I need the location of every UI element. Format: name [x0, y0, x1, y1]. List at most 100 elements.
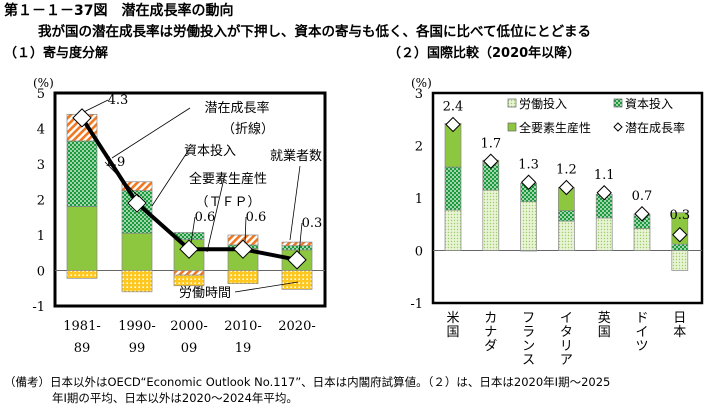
bar-capital	[671, 243, 689, 251]
x-tick-label-char: ア	[560, 353, 573, 368]
data-label: 4.3	[108, 93, 129, 108]
bar-capital	[66, 140, 98, 207]
potential-growth-marker	[127, 193, 147, 213]
annotation-arrow	[151, 147, 191, 207]
x-tick-label-char: ス	[522, 353, 535, 368]
legend-swatch	[613, 98, 623, 108]
bar-tfp	[121, 232, 153, 271]
potential-growth-marker	[672, 227, 688, 243]
x-tick-label: 99	[129, 341, 146, 356]
data-label: 1.1	[594, 168, 615, 183]
figure-subtitle: 我が国の潜在成長率は労働投入が下押し、資本の寄与も低く、各国に比べて低位にとどま…	[38, 24, 591, 40]
bar-labor	[633, 228, 651, 251]
annotation-label: 資本投入	[184, 143, 236, 159]
y-tick-label: 1	[37, 229, 45, 244]
x-tick-label-char: ナ	[484, 325, 497, 340]
label-leader	[244, 216, 247, 244]
bar-hours	[121, 270, 153, 293]
potential-growth-marker	[483, 153, 499, 169]
bar-labor	[595, 217, 613, 251]
bar-hours	[173, 274, 205, 287]
annotation-label: 労働時間	[179, 286, 231, 301]
potential-growth-marker	[520, 174, 537, 190]
data-label: 0.3	[669, 208, 690, 223]
annotation-label: 潜在成長率	[204, 100, 269, 116]
y-tick-label: -1	[410, 297, 423, 312]
x-tick-label-char: 国	[446, 325, 459, 340]
label-leader	[190, 216, 196, 244]
label-leader	[83, 99, 109, 113]
x-tick-label: 1990-	[118, 319, 155, 334]
data-label: 1.2	[556, 163, 577, 178]
bar-labor	[444, 209, 462, 251]
figure-title: 第１－１－37図 潜在成長率の動向	[4, 3, 234, 19]
potential-growth-marker	[445, 116, 461, 133]
annotation-arrow	[289, 165, 301, 241]
x-tick-label-char: イ	[635, 325, 648, 340]
y-tick-label: -1	[32, 300, 45, 315]
annotation-arrow	[234, 281, 299, 293]
data-label: 1.3	[518, 157, 539, 172]
data-label: 0.6	[195, 210, 216, 225]
x-tick-label: 1981-	[63, 319, 100, 334]
label-leader	[298, 222, 303, 254]
legend-label: 資本投入	[625, 96, 673, 111]
potential-growth-marker	[72, 108, 92, 128]
y-axis-unit: (%)	[33, 76, 54, 90]
potential-growth-marker	[596, 185, 612, 201]
y-tick-label: 5	[37, 87, 45, 102]
note-line-2: 年Ⅰ期の平均、日本以外は2020～2024年平均。	[52, 391, 298, 405]
bar-tfp	[520, 250, 537, 252]
bar-capital	[281, 245, 313, 251]
x-tick-label-char: カ	[484, 311, 497, 326]
x-tick-label-char: 本	[673, 325, 686, 340]
y-tick-label: 2	[415, 140, 423, 155]
x-tick-label-char: リ	[560, 339, 573, 354]
x-tick-label: 2010-	[224, 319, 261, 334]
legend-diamond-icon	[613, 122, 623, 132]
x-tick-label: 89	[74, 341, 91, 356]
bar-capital	[444, 166, 462, 211]
x-tick-label-char: 英	[598, 311, 611, 326]
panel2-title: （２）国際比較（2020年以降）	[388, 46, 581, 61]
x-tick-label-char: ダ	[484, 339, 497, 354]
bar-employees	[121, 181, 153, 191]
annotation-label: 全要素生産性	[189, 171, 267, 187]
data-label: 0.6	[246, 210, 267, 225]
legend-label: 全要素生産性	[519, 120, 591, 135]
legend-swatch	[507, 122, 517, 132]
data-label: 1.7	[480, 136, 501, 151]
bar-labor	[520, 201, 537, 251]
x-tick-label: 2020-	[278, 319, 315, 334]
legend-swatch	[507, 98, 517, 108]
x-tick-label-char: ド	[635, 311, 648, 326]
bar-hours	[66, 270, 98, 279]
data-label: 0.7	[632, 189, 653, 204]
potential-growth-marker	[287, 250, 307, 270]
legend-label: 潜在成長率	[625, 120, 685, 135]
annotation-arrow	[111, 107, 191, 159]
x-tick-label-char: 国	[598, 325, 611, 340]
bar-hours	[281, 270, 313, 290]
potential-growth-marker	[634, 206, 650, 222]
bar-labor	[482, 189, 500, 251]
potential-growth-marker	[558, 179, 575, 196]
x-tick-label: 19	[235, 341, 252, 356]
annotation-label: （折線）	[222, 121, 274, 137]
y-tick-label: 3	[415, 87, 423, 102]
data-label: 2.4	[443, 100, 464, 115]
bar-tfp	[66, 206, 98, 271]
y-tick-label: 2	[37, 194, 45, 209]
y-tick-label: 3	[37, 158, 45, 173]
data-label: 0.3	[302, 216, 323, 231]
potential-growth-marker	[179, 239, 199, 259]
x-tick-label-char: フ	[522, 311, 535, 326]
label-leader	[104, 161, 140, 198]
annotation-arrow	[206, 173, 226, 253]
x-tick-label-char: ラ	[522, 325, 535, 340]
bar-hours	[227, 270, 259, 284]
bar-capital	[558, 210, 575, 222]
x-tick-label-char: イ	[560, 311, 573, 326]
